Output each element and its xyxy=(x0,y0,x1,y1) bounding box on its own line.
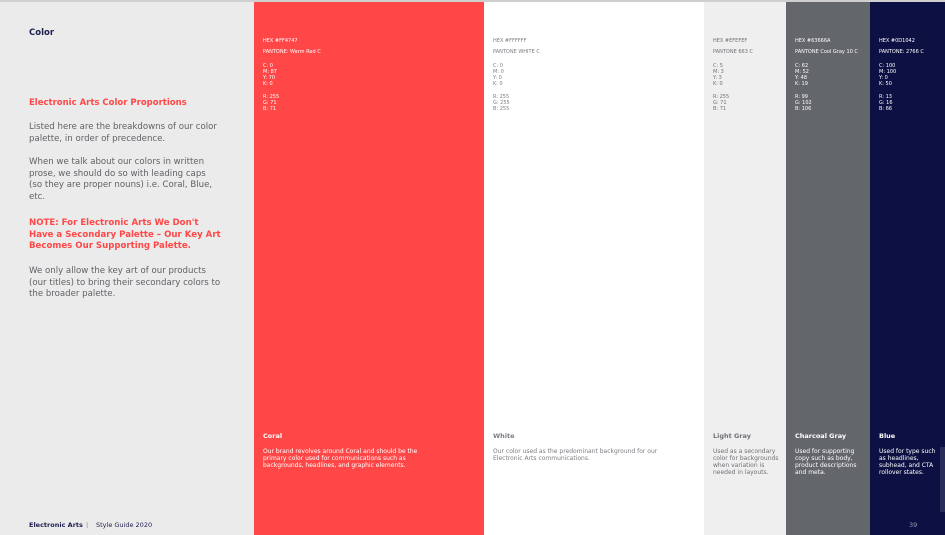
hex-code: HEX #FFFFFF xyxy=(493,38,527,44)
paragraph: Listed here are the breakdowns of our co… xyxy=(29,122,217,144)
swatch-column: HEX #63666A PANTONE Cool Gray 10 C C: 62 M:… xyxy=(786,2,870,535)
hex-code: HEX #0D1042 xyxy=(879,38,915,44)
pantone: PANTONE 663 C xyxy=(713,49,753,55)
rgb-value: B: 71 xyxy=(263,106,277,112)
swatch-column: HEX #FF4747 PANTONE: Warm Red C C: 0 M: 87 Y… xyxy=(254,2,484,535)
pantone: PANTONE Cool Gray 10 C xyxy=(795,49,858,55)
cmyk-value: K: 0 xyxy=(713,81,723,87)
hex-code: HEX #63666A xyxy=(795,38,831,44)
note: NOTE: For Electronic Arts We Don't Have … xyxy=(29,218,221,252)
rgb-value: G: 71 xyxy=(713,100,727,106)
cmyk-value: M: 87 xyxy=(263,69,277,75)
pantone: PANTONE: 2766 C xyxy=(879,49,924,55)
color-name: Blue xyxy=(879,432,896,440)
cmyk-value: K: 19 xyxy=(795,81,808,87)
rgb-value: G: 255 xyxy=(493,100,510,106)
cmyk-value: Y: 48 xyxy=(795,75,808,81)
cmyk-value: M: 52 xyxy=(795,69,809,75)
rgb-value: R: 255 xyxy=(713,94,730,100)
rgb-value: B: 71 xyxy=(713,106,727,112)
cmyk-value: K: 0 xyxy=(493,81,503,87)
color-description: Our color used as the predominant backgr… xyxy=(493,448,658,462)
color-description: Our brand revolves around Coral and shou… xyxy=(263,448,418,469)
pantone: PANTONE: Warm Red C xyxy=(263,49,321,55)
color-name: Charcoal Gray xyxy=(795,432,847,440)
cmyk-value: C: 62 xyxy=(795,63,809,69)
cmyk-value: Y: 70 xyxy=(263,75,276,81)
rgb-value: R: 99 xyxy=(795,94,808,100)
swatch-column: HEX #FFFFFF PANTONE WHITE C C: 0 M: 0 Y: 0 K:… xyxy=(484,2,704,535)
footer-brand: Electronic Arts xyxy=(29,521,83,529)
cmyk-value: C: 0 xyxy=(263,63,273,69)
color-description: Used as a secondary color for background… xyxy=(713,448,779,476)
footer-guide: Style Guide 2020 xyxy=(96,521,153,529)
heading: Electronic Arts Color Proportions xyxy=(29,98,187,108)
cmyk-value: Y: 3 xyxy=(713,75,722,81)
rgb-value: G: 71 xyxy=(263,100,277,106)
cmyk-value: M: 0 xyxy=(493,69,504,75)
paragraph: When we talk about our colors in written… xyxy=(29,157,213,202)
hex-code: HEX #FF4747 xyxy=(263,38,298,44)
pantone: PANTONE WHITE C xyxy=(493,49,540,55)
cmyk-value: Y: 0 xyxy=(493,75,502,81)
edge-bar xyxy=(940,447,945,512)
color-description: Used for supporting copy such as body, p… xyxy=(795,448,857,476)
page-number: 39 xyxy=(909,521,918,529)
cmyk-value: M: 3 xyxy=(713,69,724,75)
rgb-value: B: 255 xyxy=(493,106,510,112)
swatch-column: HEX #0D1042 PANTONE: 2766 C C: 100 M: 100 Y:… xyxy=(870,2,945,535)
cmyk-value: C: 5 xyxy=(713,63,723,69)
rgb-value: G: 16 xyxy=(879,100,893,106)
rgb-value: R: 255 xyxy=(263,94,280,100)
color-name: Coral xyxy=(263,432,283,440)
cmyk-value: K: 50 xyxy=(879,81,892,87)
color-name: Light Gray xyxy=(713,432,751,440)
color-description: Used for type such as headlines, subhead… xyxy=(879,448,936,476)
cmyk-value: K: 0 xyxy=(263,81,273,87)
hex-code: HEX #EFEFEF xyxy=(713,38,748,44)
rgb-value: B: 106 xyxy=(795,106,812,112)
rgb-value: G: 102 xyxy=(795,100,812,106)
swatch-column: HEX #EFEFEF PANTONE 663 C C: 5 M: 3 Y: 3 K: 0… xyxy=(704,2,786,535)
rgb-value: B: 66 xyxy=(879,106,893,112)
cmyk-value: Y: 0 xyxy=(879,75,888,81)
cmyk-value: C: 100 xyxy=(879,63,896,69)
footer-separator: | xyxy=(86,521,89,529)
paragraph: We only allow the key art of our product… xyxy=(29,266,221,300)
rgb-value: R: 13 xyxy=(879,94,892,100)
cmyk-value: M: 100 xyxy=(879,69,897,75)
cmyk-value: C: 0 xyxy=(493,63,503,69)
color-name: White xyxy=(493,432,515,440)
section-title: Color xyxy=(29,28,55,38)
rgb-value: R: 255 xyxy=(493,94,510,100)
